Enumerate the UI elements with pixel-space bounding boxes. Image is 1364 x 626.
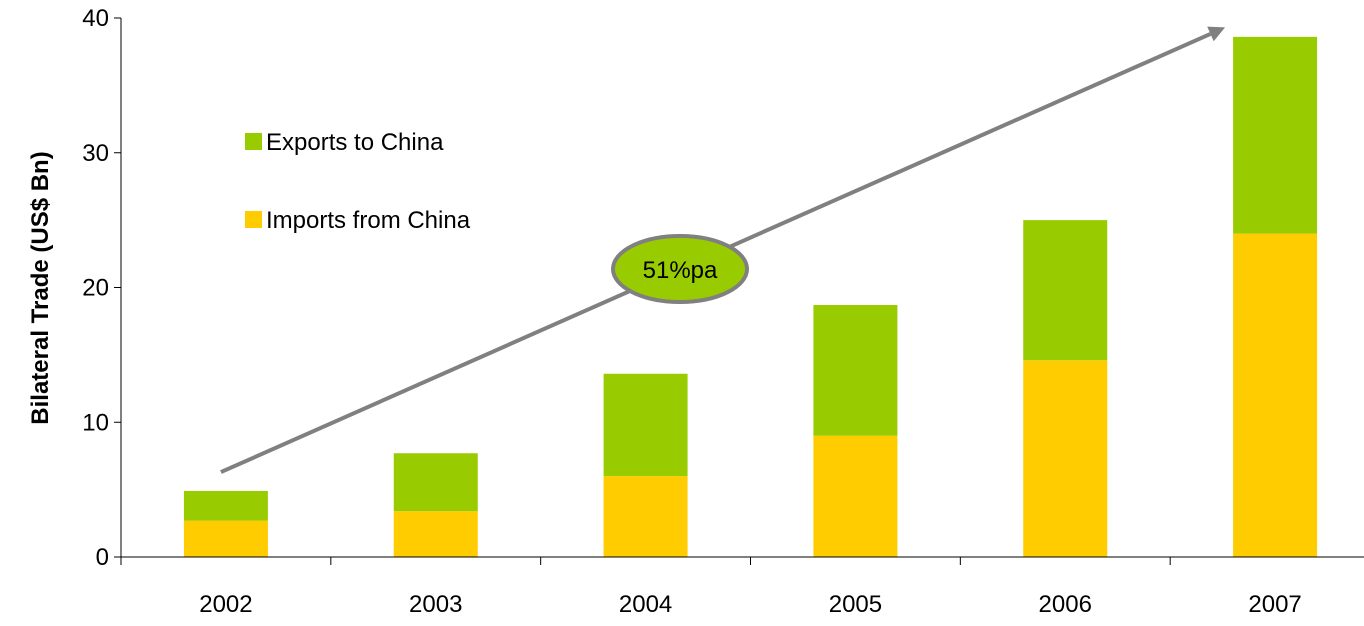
bar-imports-from-china-2007 (1233, 233, 1318, 557)
legend: Exports to China Imports from China (245, 129, 471, 234)
axes-layer: 0 10 20 30 40 2002 2003 2004 2005 2006 2007 (82, 5, 1364, 618)
bars-layer (183, 36, 1318, 557)
growth-rate-ellipse (611, 234, 749, 304)
y-tick-label-40: 40 (82, 5, 109, 32)
bar-imports-from-china-2002 (183, 520, 268, 557)
bar-imports-from-china-2006 (1023, 360, 1108, 557)
legend-label-imports-from-china: Imports from China (266, 207, 471, 234)
bar-exports-to-china-2002 (183, 490, 268, 521)
x-tick-label-2006: 2006 (1039, 591, 1092, 618)
bar-imports-from-china-2004 (603, 476, 688, 557)
x-tick-label-2002: 2002 (199, 591, 252, 618)
y-tick-label-30: 30 (82, 140, 109, 167)
bar-exports-to-china-2003 (393, 453, 478, 512)
legend-label-exports-to-china: Exports to China (266, 129, 444, 156)
bar-imports-from-china-2005 (813, 435, 898, 557)
y-axis-label: Bilateral Trade (US$ Bn) (27, 151, 54, 424)
bar-exports-to-china-2007 (1233, 36, 1318, 234)
bar-exports-to-china-2004 (603, 373, 688, 477)
growth-annotation: 51%pa (220, 26, 1226, 474)
x-tick-label-2003: 2003 (409, 591, 462, 618)
x-tick-label-2004: 2004 (619, 591, 672, 618)
x-tick-label-2007: 2007 (1248, 591, 1301, 618)
growth-rate-label: 51%pa (643, 257, 718, 284)
y-tick-label-20: 20 (82, 275, 109, 302)
growth-arrow-head (1207, 26, 1226, 42)
y-tick-label-0: 0 (96, 544, 109, 571)
bar-exports-to-china-2005 (813, 305, 898, 436)
x-tick-label-2005: 2005 (829, 591, 882, 618)
y-tick-label-10: 10 (82, 409, 109, 436)
legend-swatch-exports-to-china (245, 133, 262, 150)
legend-swatch-imports-from-china (245, 211, 262, 228)
bar-imports-from-china-2003 (393, 511, 478, 557)
bar-exports-to-china-2006 (1023, 220, 1108, 361)
